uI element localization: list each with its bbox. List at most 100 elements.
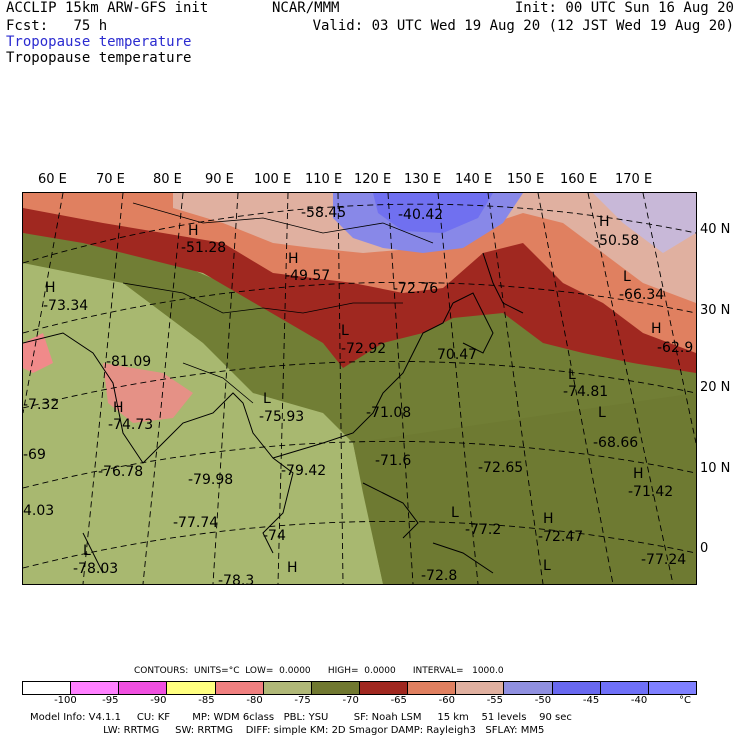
- colorbar-swatch: [552, 682, 601, 694]
- map-value: -81.09: [106, 354, 151, 370]
- map-value: -72.92: [341, 341, 386, 357]
- coastlines: [23, 252, 524, 574]
- map-high-marker: H: [287, 560, 298, 576]
- lon-label: 110 E: [305, 172, 343, 187]
- map-value: -40.42: [398, 207, 443, 223]
- colorbar-label: -55: [486, 695, 504, 706]
- map-value: -78.03: [73, 561, 118, 577]
- map-value: -74.73: [108, 417, 153, 433]
- model-title: ACCLIP 15km ARW-GFS init: [6, 0, 209, 16]
- colorbar-label: °C: [679, 695, 691, 706]
- borders: [122, 202, 434, 404]
- map-value: -50.58: [594, 233, 639, 249]
- longitude-labels: 60 E 70 E 80 E 90 E 100 E 110 E 120 E 13…: [0, 172, 740, 188]
- graticule: [23, 193, 696, 584]
- map-value: -72.47: [538, 529, 583, 545]
- pink-patch: [23, 333, 53, 373]
- map-value: -77.74: [173, 515, 218, 531]
- map-value: -79.42: [281, 463, 326, 479]
- lat-label: 10 N: [700, 461, 731, 476]
- colorbar-swatch: [167, 682, 216, 694]
- map-high-marker: H: [45, 280, 56, 296]
- lat-label: 30 N: [700, 303, 731, 318]
- map-value: -73.34: [43, 298, 88, 314]
- colorbar-label: -95: [102, 695, 119, 706]
- map-high-marker: H: [543, 511, 554, 527]
- colorbar-swatch: [311, 682, 360, 694]
- map-value: 70.47: [437, 347, 477, 363]
- colorbar-label: -45: [582, 695, 600, 706]
- fcst-label: Fcst:: [6, 18, 49, 34]
- map-value: -7.32: [23, 397, 59, 413]
- map-value: -78.3: [218, 573, 254, 584]
- colorbar-label: -70: [342, 695, 359, 706]
- colorbar-swatch: [648, 682, 696, 694]
- valid-time: Valid: 03 UTC Wed 19 Aug 20 (12 JST Wed …: [312, 18, 734, 34]
- lon-label: 80 E: [153, 172, 182, 187]
- lon-label: 170 E: [615, 172, 653, 187]
- map-panel: -58.45 -40.42 H -51.28 H -49.57 H -50.58…: [22, 192, 697, 585]
- field-title-1: Tropopause temperature: [6, 34, 192, 50]
- colorbar-label: -100: [54, 695, 77, 706]
- colorbar-swatch: [119, 682, 168, 694]
- colorbar-label: -75: [294, 695, 311, 706]
- map-value: -76.78: [98, 464, 143, 480]
- lat-label: 20 N: [700, 380, 731, 395]
- map-annotations: -58.45 -40.42 H -51.28 H -49.57 H -50.58…: [23, 205, 693, 584]
- map-value: -75.93: [259, 409, 304, 425]
- map-value: -58.45: [301, 205, 346, 221]
- map-value: -79.98: [188, 472, 233, 488]
- colorbar-label: -50: [534, 695, 552, 706]
- colorbar-label: -60: [438, 695, 455, 706]
- colorbar-swatch: [504, 682, 553, 694]
- map-low-marker: L: [341, 323, 349, 339]
- lavender-region: [593, 193, 696, 253]
- lon-label: 160 E: [560, 172, 598, 187]
- map-low-marker: L: [598, 405, 606, 421]
- field-title-2: Tropopause temperature: [6, 50, 192, 66]
- contours-info: CONTOURS: UNITS=°C LOW= 0.0000 HIGH= 0.0…: [134, 666, 504, 676]
- orange-region: [23, 193, 696, 353]
- pinkbrown-region: [173, 193, 696, 303]
- colorbar-swatch: [215, 682, 264, 694]
- map-value: -68.66: [593, 435, 638, 451]
- lon-label: 70 E: [96, 172, 125, 187]
- map-value: -72.65: [478, 460, 523, 476]
- map-high-marker: H: [188, 223, 199, 239]
- colorbar-label: -65: [390, 695, 407, 706]
- lon-label: 60 E: [38, 172, 67, 187]
- colorbar-label: -40: [630, 695, 648, 706]
- colorbar-label: -80: [246, 695, 263, 706]
- colorbar-swatch: [71, 682, 120, 694]
- map-value: -69: [23, 447, 46, 463]
- colorbar-label: -90: [150, 695, 167, 706]
- map-value: -71.42: [628, 484, 673, 500]
- colorbar-swatch: [263, 682, 312, 694]
- map-high-marker: H: [599, 214, 610, 230]
- colorbar-swatch: [359, 682, 409, 694]
- map-low-marker: L: [543, 558, 551, 574]
- colorbar-swatch: [23, 682, 72, 694]
- lat-label: 0: [700, 541, 709, 556]
- olive-region-south: [353, 393, 696, 584]
- map-value: -77.24: [641, 552, 686, 568]
- tropopause-map: -58.45 -40.42 H -51.28 H -49.57 H -50.58…: [23, 193, 696, 584]
- map-low-marker: L: [451, 505, 459, 521]
- forecast-label: Fcst: 75 h: [6, 18, 107, 34]
- colorbar-swatch: [600, 682, 649, 694]
- map-value: -72.8: [421, 568, 457, 584]
- lon-label: 150 E: [507, 172, 545, 187]
- colorbar: [22, 681, 697, 695]
- map-high-marker: H: [633, 466, 644, 482]
- blue-core-region: [373, 193, 493, 233]
- lon-label: 120 E: [354, 172, 392, 187]
- map-low-marker: L: [623, 269, 631, 285]
- map-high-marker: H: [113, 400, 124, 416]
- fcst-value: 75 h: [73, 18, 108, 34]
- map-value: -71.08: [366, 405, 411, 421]
- map-value: -77.2: [465, 522, 501, 538]
- map-low-marker: L: [83, 543, 91, 559]
- model-info-line-1: Model Info: V4.1.1 CU: KF MP: WDM 6class…: [30, 712, 572, 723]
- map-value: -71.6: [375, 453, 411, 469]
- map-value: -51.28: [181, 240, 226, 256]
